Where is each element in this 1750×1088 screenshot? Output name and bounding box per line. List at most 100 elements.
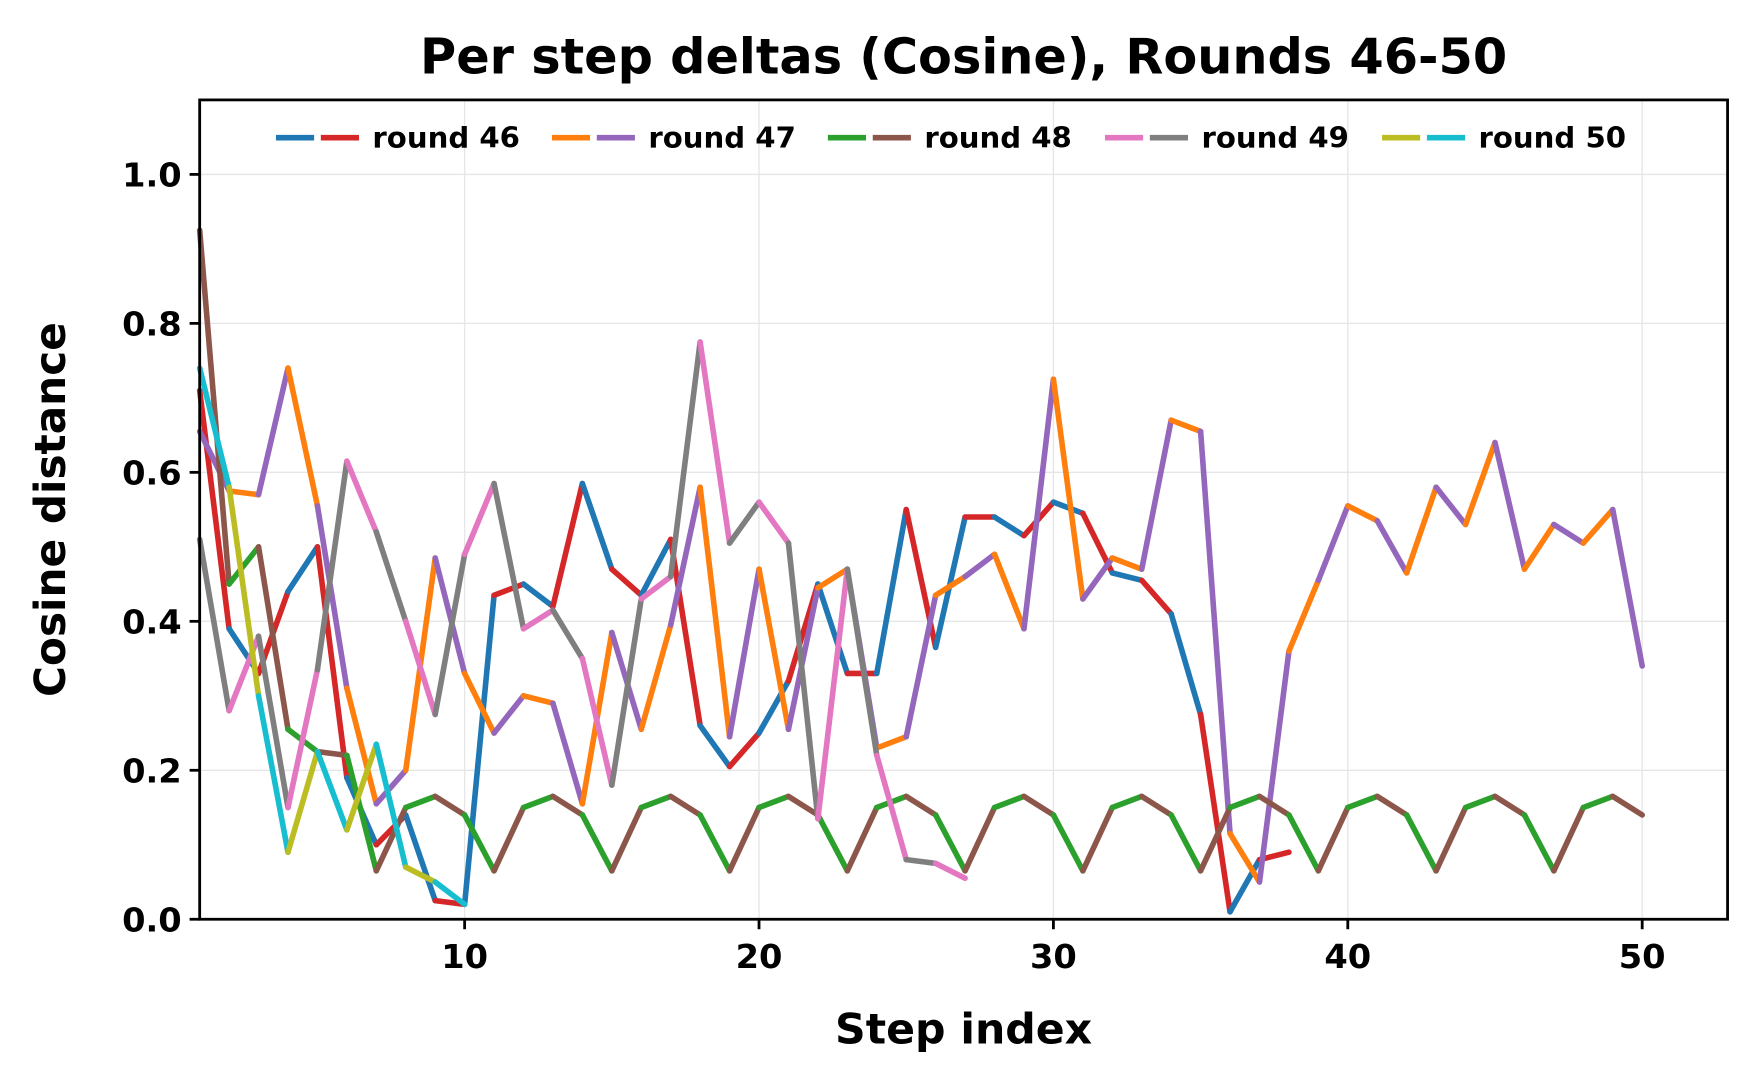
line-segment — [491, 480, 527, 632]
line-segment — [255, 693, 291, 855]
line-segment — [1138, 417, 1174, 572]
line-segment — [726, 566, 762, 740]
legend-entry: round 48 — [827, 121, 1072, 155]
line-segment — [1197, 711, 1233, 915]
line-segment — [1197, 804, 1233, 874]
line-segment — [903, 856, 939, 867]
chart-title: Per step deltas (Cosine), Rounds 46-50 — [420, 28, 1507, 86]
line-segment — [756, 499, 792, 546]
line-segment — [285, 544, 321, 595]
line-segment — [1315, 503, 1351, 584]
line-segment — [402, 618, 438, 718]
line-segment — [638, 536, 674, 599]
line-segment — [196, 428, 232, 494]
line-segment — [432, 793, 468, 818]
legend-label: round 50 — [1479, 121, 1626, 155]
line-segment — [991, 514, 1027, 539]
line-segment — [402, 864, 438, 885]
line-segment — [196, 227, 232, 587]
line-segment — [1521, 521, 1557, 572]
line-segment — [226, 484, 262, 699]
axis-ticks: 10 20 30 40 50 0.0 0.2 0.4 0.6 0.8 1.0 — [122, 156, 1665, 976]
line-segment — [491, 581, 527, 599]
line-segment — [344, 685, 380, 807]
y-tick-label: 0.2 — [122, 752, 182, 791]
line-segment — [226, 488, 262, 498]
line-segment — [1521, 812, 1557, 874]
line-segment — [1021, 793, 1057, 818]
line-segment — [255, 365, 291, 498]
x-tick-label: 20 — [736, 937, 783, 976]
line-segment — [1138, 577, 1174, 617]
line-segment — [638, 793, 674, 811]
line-segment — [579, 480, 615, 572]
line-segment — [520, 793, 556, 811]
line-segment — [1492, 793, 1528, 818]
line-segment — [844, 804, 880, 874]
line-segment — [1227, 830, 1263, 885]
line-segment — [1315, 804, 1351, 874]
line-segment — [1109, 793, 1145, 811]
line-segment — [373, 529, 409, 625]
line-segment — [844, 566, 880, 759]
line-segment — [1433, 804, 1469, 874]
line-segment — [932, 514, 968, 651]
x-tick-label: 30 — [1030, 937, 1077, 976]
legend-label: round 49 — [1201, 121, 1348, 155]
line-segment — [1256, 793, 1292, 818]
line-segment — [1403, 812, 1439, 874]
line-segment — [815, 812, 851, 874]
line-segment — [461, 480, 497, 558]
line-segment — [491, 804, 527, 874]
line-segment — [196, 365, 232, 491]
line-segment — [550, 793, 586, 818]
line-segment — [432, 555, 468, 677]
line-segment — [226, 544, 262, 587]
line-segment — [579, 655, 615, 788]
line-segment — [373, 804, 409, 874]
line-segment — [491, 693, 527, 736]
line-segment — [1433, 484, 1469, 528]
line-segment — [520, 581, 556, 610]
line-segment — [285, 666, 321, 811]
line-segment — [697, 339, 733, 546]
line-segment — [1609, 506, 1645, 669]
line-segment — [196, 387, 232, 632]
legend-entry: round 49 — [1104, 121, 1349, 155]
line-segment — [550, 700, 586, 807]
line-segment — [520, 693, 556, 707]
y-axis-label: Cosine distance — [26, 322, 75, 697]
line-segment — [285, 365, 321, 509]
line-segment — [726, 804, 762, 874]
legend-label: round 48 — [924, 121, 1071, 155]
line-segment — [1168, 611, 1204, 718]
line-segment — [1227, 856, 1263, 915]
line-segment — [461, 812, 497, 874]
line-segment — [314, 458, 350, 673]
line-segment — [255, 544, 291, 733]
line-segment — [726, 730, 762, 770]
line-segment — [1050, 812, 1086, 874]
line-segment — [932, 812, 968, 874]
line-segment — [196, 536, 232, 714]
line-segment — [1080, 804, 1116, 874]
line-segment — [550, 607, 586, 662]
line-segment — [1374, 793, 1410, 818]
line-segment — [579, 812, 615, 874]
line-segment — [756, 566, 792, 733]
line-segment — [667, 484, 703, 628]
line-segment — [785, 540, 821, 822]
series-lines — [196, 227, 1645, 915]
line-segment — [373, 767, 409, 807]
y-tick-label: 0.4 — [122, 603, 182, 642]
legend-entry: round 47 — [551, 121, 796, 155]
line-segment — [873, 752, 910, 863]
line-segment — [1344, 503, 1381, 524]
line-segment — [697, 722, 733, 770]
line-segment — [962, 804, 998, 874]
legend: round 46 round 47 round 48 round 49 round 50 — [275, 121, 1626, 155]
line-segment — [432, 879, 468, 908]
line-segment — [1286, 577, 1322, 654]
line-segment — [991, 793, 1027, 811]
